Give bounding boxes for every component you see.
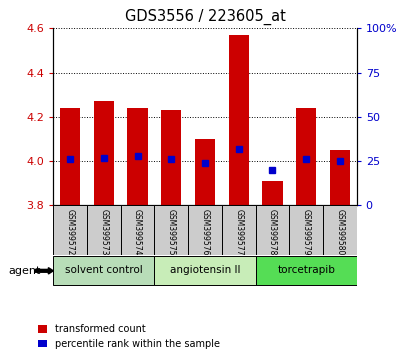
Text: GSM399573: GSM399573 <box>99 209 108 256</box>
Bar <box>53 205 87 255</box>
Bar <box>53 256 154 285</box>
Text: GSM399575: GSM399575 <box>166 209 175 256</box>
Text: GSM399578: GSM399578 <box>267 209 276 256</box>
Bar <box>154 205 188 255</box>
Bar <box>120 205 154 255</box>
Text: GSM399577: GSM399577 <box>234 209 243 256</box>
Bar <box>228 35 248 205</box>
Text: torcetrapib: torcetrapib <box>276 265 334 275</box>
Bar <box>255 256 356 285</box>
Text: solvent control: solvent control <box>65 265 142 275</box>
Bar <box>295 108 315 205</box>
Text: agent: agent <box>8 266 40 276</box>
Bar <box>94 101 114 205</box>
Bar <box>161 110 181 205</box>
Bar <box>194 139 215 205</box>
Text: GSM399580: GSM399580 <box>335 209 344 256</box>
Text: GSM399579: GSM399579 <box>301 209 310 256</box>
Bar <box>221 205 255 255</box>
Bar <box>87 205 120 255</box>
Bar <box>60 108 80 205</box>
Bar <box>154 256 255 285</box>
Bar <box>289 205 322 255</box>
Bar <box>127 108 147 205</box>
Bar <box>329 150 349 205</box>
Bar <box>262 181 282 205</box>
Bar <box>255 205 289 255</box>
Text: GSM399572: GSM399572 <box>65 209 74 256</box>
Bar <box>322 205 356 255</box>
Text: GSM399576: GSM399576 <box>200 209 209 256</box>
Text: GDS3556 / 223605_at: GDS3556 / 223605_at <box>124 9 285 25</box>
Bar <box>188 205 221 255</box>
Text: GSM399574: GSM399574 <box>133 209 142 256</box>
Legend: transformed count, percentile rank within the sample: transformed count, percentile rank withi… <box>38 324 220 349</box>
Text: angiotensin II: angiotensin II <box>169 265 240 275</box>
